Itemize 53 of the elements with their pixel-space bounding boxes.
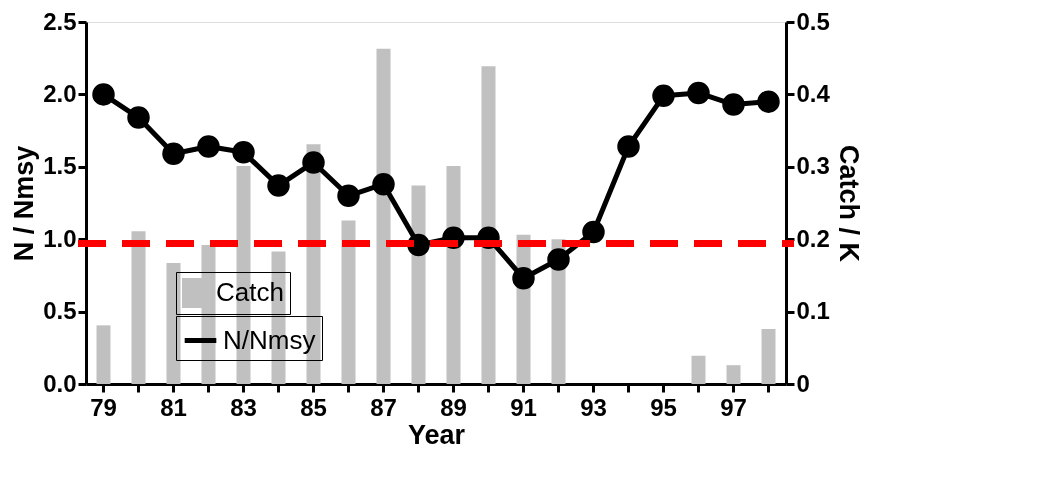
x-tick-label: 97 [720, 393, 747, 421]
x-tick-label: 79 [90, 393, 117, 421]
y2-tick-label: 0.2 [796, 224, 830, 252]
bar [691, 355, 706, 384]
y2-tick-label: 0.1 [796, 297, 830, 325]
y2-axis-title: Catch / K [833, 144, 864, 263]
point [197, 135, 220, 158]
point [617, 135, 640, 158]
bar [376, 48, 391, 384]
y-tick-label: 0.0 [43, 369, 77, 397]
y-tick-label: 2.0 [43, 79, 77, 107]
x-tick-label: 83 [230, 393, 257, 421]
bar [341, 220, 356, 384]
x-tick-label: 95 [650, 393, 677, 421]
x-axis-title: Year [407, 419, 466, 450]
y-axis-title: N / Nmsy [9, 145, 40, 262]
point [162, 142, 185, 165]
point [722, 93, 745, 116]
point [372, 172, 395, 196]
point [757, 90, 780, 113]
legend-label: Catch [216, 277, 284, 307]
point [92, 83, 115, 106]
point [687, 81, 710, 105]
y-tick-label: 1.5 [43, 152, 77, 180]
bar [726, 365, 741, 384]
y-tick-label: 2.5 [43, 7, 77, 35]
point [267, 174, 290, 197]
bar [96, 325, 111, 384]
point [127, 106, 150, 129]
legend-label: N/Nmsy [223, 324, 316, 355]
point [232, 141, 255, 164]
bar [481, 66, 496, 384]
y2-tick-label: 0.3 [796, 152, 830, 180]
bar [446, 166, 461, 384]
x-tick-label: 91 [510, 393, 537, 421]
point [302, 151, 325, 174]
y2-tick-label: 0.4 [796, 79, 831, 107]
x-tick-label: 87 [370, 393, 397, 421]
y-tick-label: 0.5 [43, 297, 77, 325]
point [652, 84, 675, 108]
x-tick-label: 93 [580, 393, 607, 421]
y2-tick-label: 0 [796, 369, 810, 397]
point [337, 184, 360, 207]
x-tick-label: 81 [160, 393, 187, 421]
y2-tick-label: 0.5 [796, 7, 830, 35]
point [547, 248, 570, 271]
y-tick-label: 1.0 [43, 224, 77, 252]
bar [131, 231, 146, 384]
x-tick-label: 85 [300, 393, 327, 421]
x-tick-label: 89 [440, 393, 467, 421]
bar [761, 328, 776, 384]
point [512, 267, 535, 290]
point [582, 220, 605, 244]
